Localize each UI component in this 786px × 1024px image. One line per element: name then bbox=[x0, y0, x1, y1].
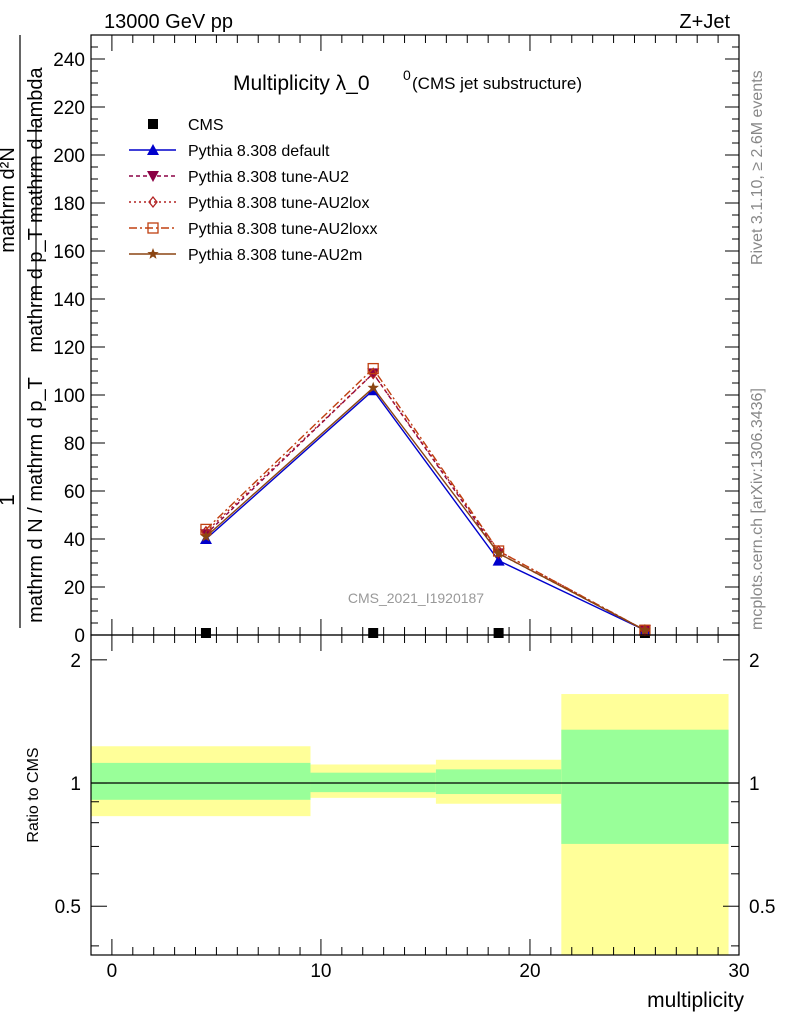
main-plot: 0 20 40 60 80 100 120 140 160 180 200 220 240 Multip… bbox=[53, 34, 740, 647]
ratio-ytick-label-right: 1 bbox=[749, 774, 760, 795]
rivet-version-label: Rivet 3.1.10, ≥ 2.6M events bbox=[749, 70, 766, 265]
series-5 bbox=[200, 381, 651, 636]
ratio-x-axis: 0 10 20 30 bbox=[90, 635, 750, 982]
main-y-axis: 0 20 40 60 80 100 120 140 160 180 200 220 240 bbox=[53, 46, 739, 647]
legend-label: Pythia 8.308 tune-AU2 bbox=[188, 169, 349, 186]
main-ytick-label: 160 bbox=[53, 242, 85, 263]
legend-label: Pythia 8.308 default bbox=[188, 143, 330, 160]
ratio-bands bbox=[91, 694, 729, 955]
ratio-xtick-label: 30 bbox=[728, 961, 749, 982]
plot-title-main: Multiplicity λ_0 bbox=[233, 72, 370, 95]
plot-title-superscript: 0 bbox=[403, 67, 411, 83]
legend-marker bbox=[147, 222, 159, 234]
main-ytick-label: 20 bbox=[64, 578, 85, 599]
ratio-y-label: Ratio to CMS bbox=[25, 747, 42, 842]
legend-label: Pythia 8.308 tune-AU2m bbox=[188, 247, 362, 264]
main-ytick-label: 100 bbox=[53, 386, 85, 407]
legend-label: Pythia 8.308 tune-AU2lox bbox=[188, 195, 369, 212]
ratio-ytick-label-right: 2 bbox=[749, 651, 760, 672]
main-x-ticks bbox=[90, 35, 740, 635]
main-ytick-label: 220 bbox=[53, 98, 85, 119]
mcplots-label: mcplots.cern.ch [arXiv:1306.3436] bbox=[749, 388, 766, 630]
series-line bbox=[205, 367, 646, 631]
ratio-plot-frame bbox=[90, 634, 740, 956]
analysis-label: CMS_2021_I1920187 bbox=[348, 590, 484, 606]
legend-marker bbox=[147, 171, 159, 182]
ratio-band-green bbox=[91, 762, 311, 800]
legend-marker bbox=[148, 195, 158, 209]
ratio-band-green bbox=[435, 769, 562, 795]
data-point bbox=[368, 628, 379, 638]
header-left-label: 13000 GeV pp bbox=[104, 11, 233, 33]
main-ytick-label: 60 bbox=[64, 482, 85, 503]
data-point bbox=[639, 624, 651, 636]
series-line bbox=[205, 389, 646, 631]
ylabel-denom: mathrm d p_T mathrm d lambda bbox=[25, 66, 47, 352]
main-ytick-label: 80 bbox=[64, 434, 85, 455]
ratio-ytick-label-right: 0.5 bbox=[749, 897, 775, 918]
ratio-plot: 0.5 0.5 1 1 2 2 0 10 20 30 Ratio to CMS multipli… bbox=[25, 634, 775, 1012]
ratio-band-green bbox=[310, 772, 436, 793]
ratio-xtick-label: 10 bbox=[310, 961, 331, 982]
data-point bbox=[367, 381, 379, 393]
data-point bbox=[492, 547, 505, 559]
ratio-ytick-label: 1 bbox=[70, 774, 81, 795]
main-ytick-label: 200 bbox=[53, 146, 85, 167]
legend-label: Pythia 8.308 tune-AU2loxx bbox=[188, 221, 377, 238]
series-line bbox=[205, 386, 646, 631]
ylabel-prefix-denom: mathrm d N / mathrm d p_T bbox=[25, 377, 47, 623]
main-ytick-label: 120 bbox=[53, 338, 85, 359]
ylabel-prefix-numer: 1 bbox=[0, 494, 19, 506]
ylabel-numer: mathrm d²N bbox=[0, 147, 19, 253]
main-ytick-label: 40 bbox=[64, 530, 85, 551]
data-point bbox=[367, 362, 379, 375]
x-axis-label: multiplicity bbox=[647, 989, 744, 1012]
ratio-ytick-label: 2 bbox=[70, 651, 81, 672]
data-point bbox=[200, 530, 212, 542]
legend-marker bbox=[147, 248, 159, 259]
ratio-ytick-label: 0.5 bbox=[55, 897, 81, 918]
main-ytick-label: 180 bbox=[53, 194, 85, 215]
legend-marker bbox=[147, 144, 159, 155]
series-layer bbox=[199, 362, 651, 638]
header-right-label: Z+Jet bbox=[679, 11, 730, 33]
data-point bbox=[493, 628, 504, 638]
legend: CMS Pythia 8.308 default Pythia 8.308 tune… bbox=[129, 117, 377, 264]
legend-marker bbox=[148, 119, 158, 129]
data-point bbox=[200, 628, 211, 638]
main-ytick-label: 240 bbox=[53, 50, 85, 71]
main-ytick-label: 140 bbox=[53, 290, 85, 311]
ratio-xtick-label: 0 bbox=[107, 961, 118, 982]
ratio-y-axis: 0.5 0.5 1 1 2 2 bbox=[55, 651, 775, 947]
main-y-label: 1 mathrm d N / mathrm d p_T mathrm d²N m… bbox=[0, 35, 47, 628]
data-point bbox=[492, 545, 505, 557]
ratio-band-green bbox=[561, 729, 729, 844]
main-ytick-label: 0 bbox=[74, 626, 85, 647]
plot-title-paren: (CMS jet substructure) bbox=[412, 74, 582, 93]
series-line bbox=[205, 372, 646, 631]
data-point bbox=[492, 554, 505, 566]
ratio-xtick-label: 20 bbox=[519, 961, 540, 982]
legend-label: CMS bbox=[188, 117, 224, 134]
